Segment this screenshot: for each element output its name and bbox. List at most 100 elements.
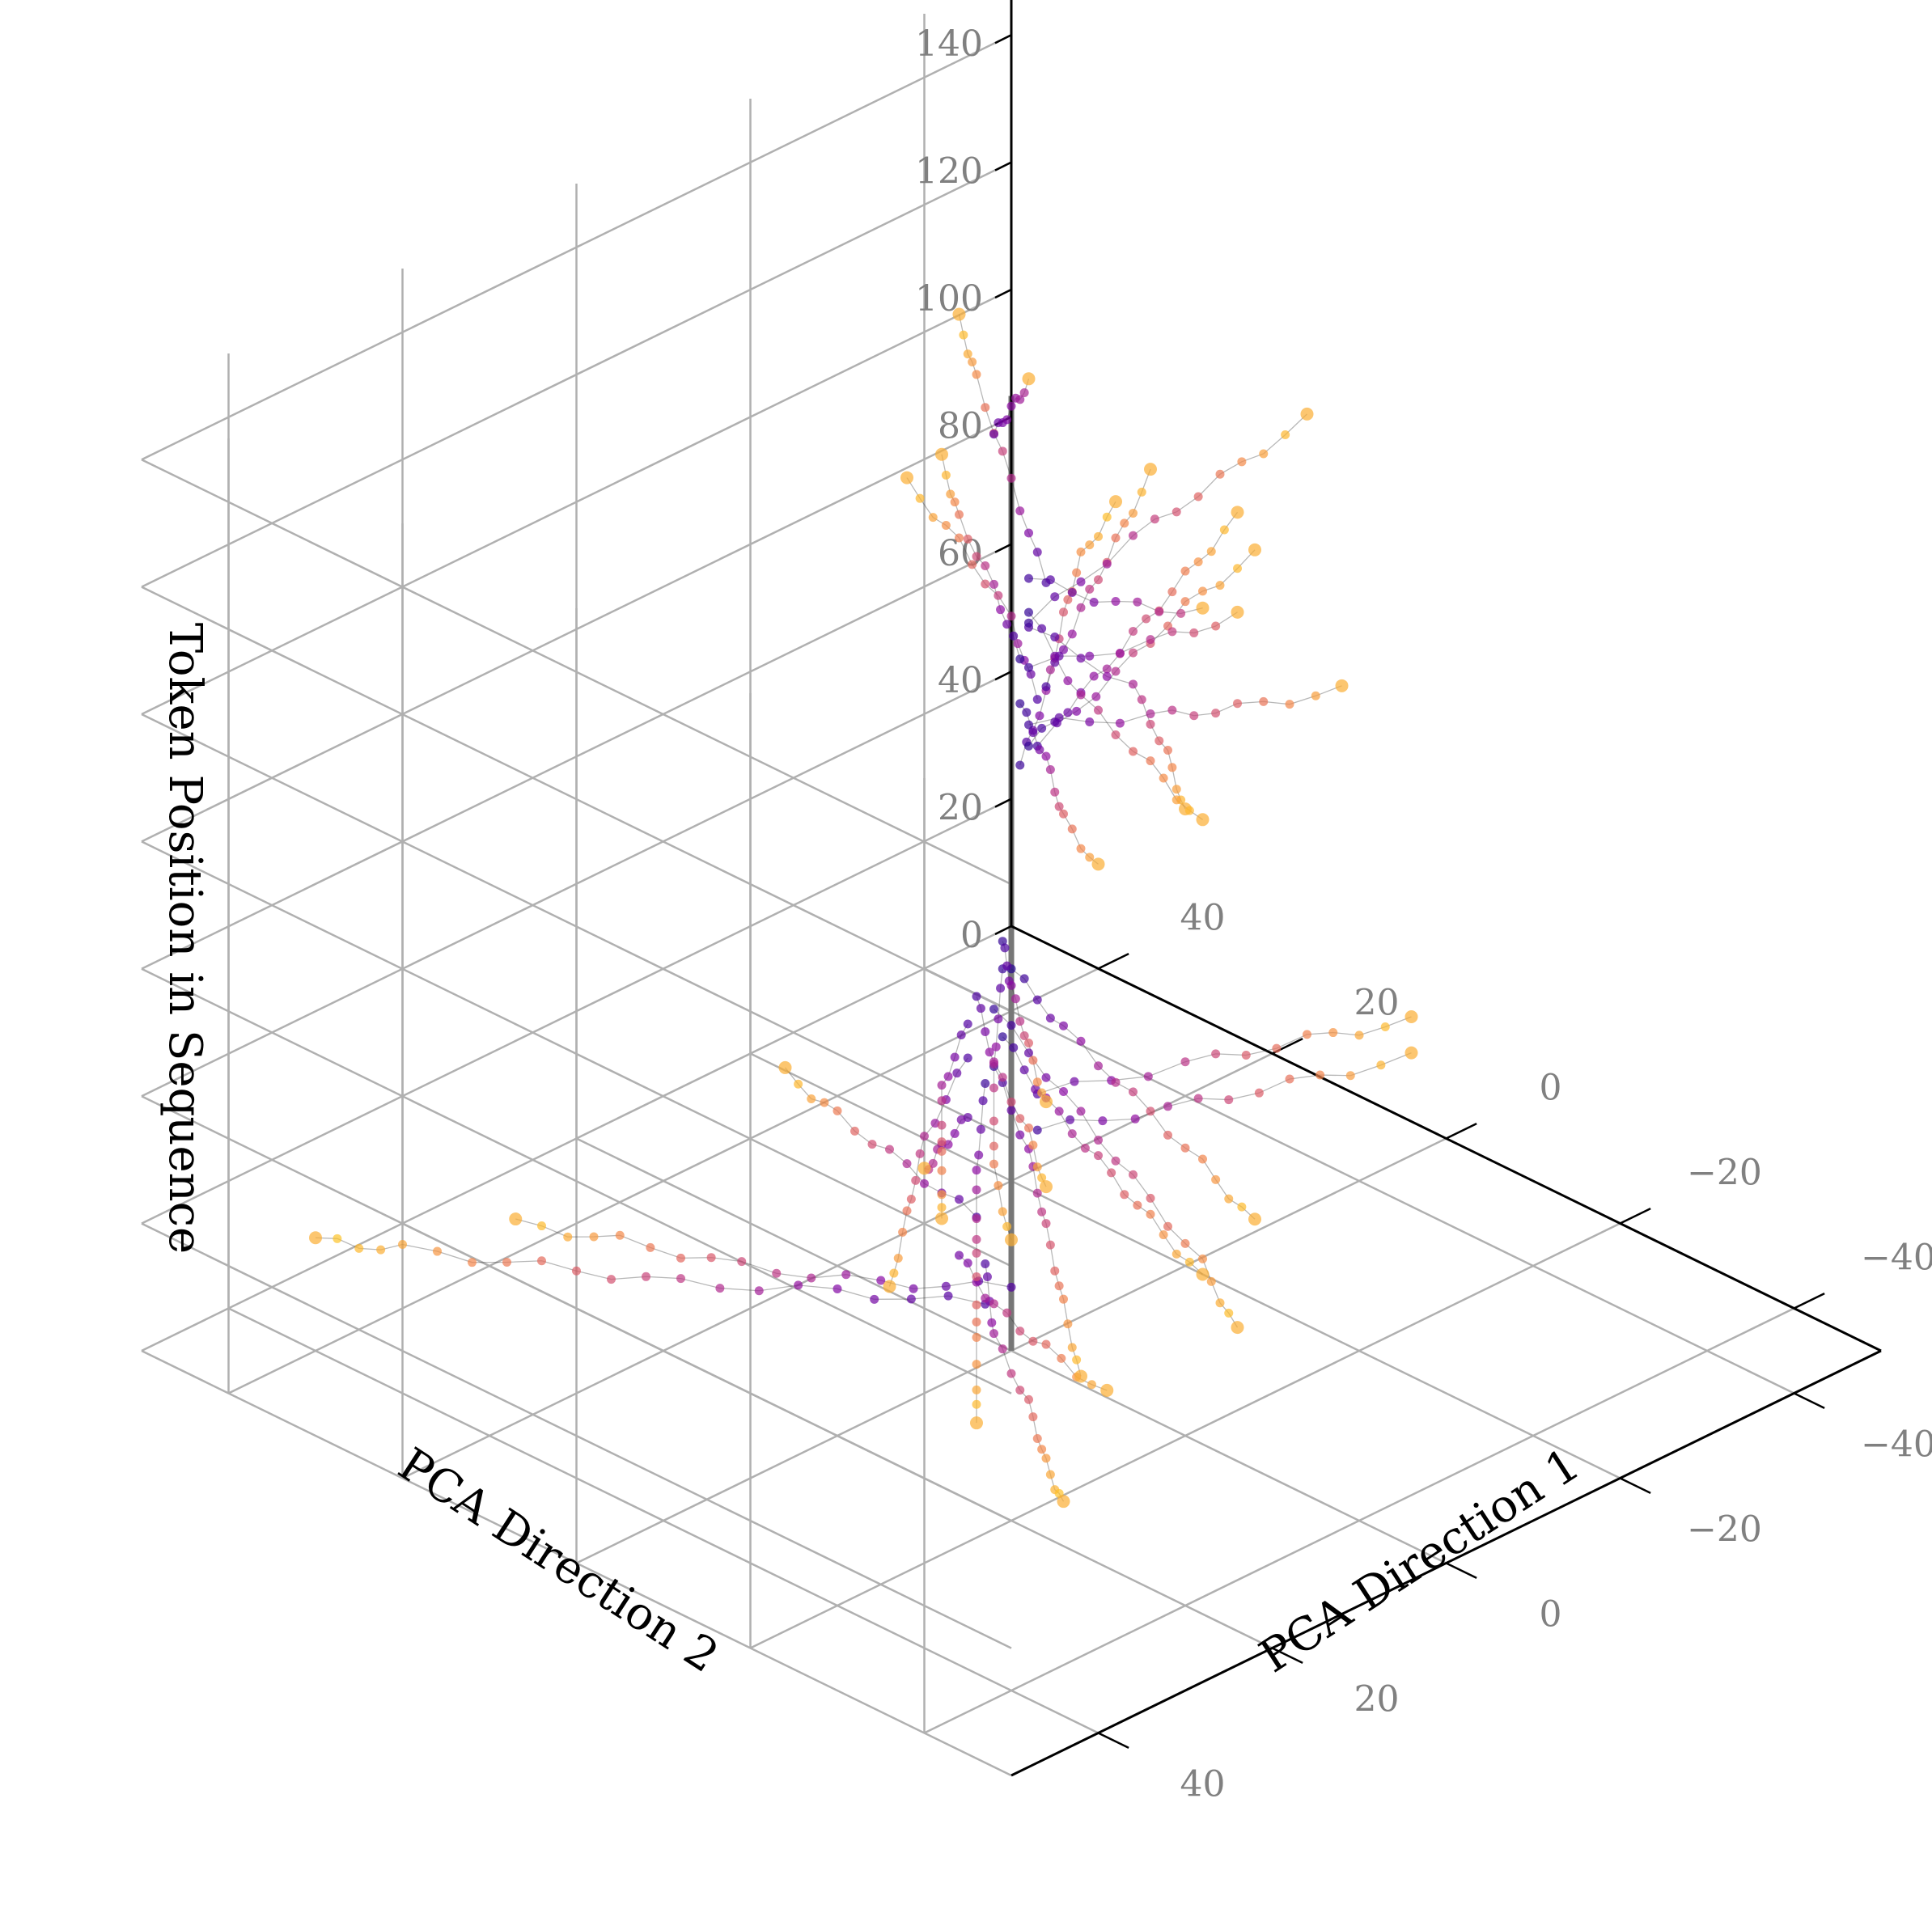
data-point [1072, 1355, 1082, 1365]
wall-gridline [141, 671, 1012, 1098]
data-point [1137, 695, 1146, 705]
trajectory-line [985, 1263, 1065, 1502]
data-point [1233, 564, 1242, 573]
data-point [1120, 518, 1129, 528]
data-point [1006, 1369, 1016, 1378]
data-point [1237, 1202, 1247, 1212]
data-point [737, 1257, 747, 1267]
data-point [976, 1004, 985, 1014]
data-point [1206, 1276, 1216, 1286]
data-point [1015, 1386, 1025, 1395]
data-point [1215, 1298, 1225, 1308]
data-point [333, 1234, 342, 1243]
data-point [1005, 1233, 1018, 1246]
data-point [1006, 1021, 1016, 1030]
data-point [955, 1250, 964, 1260]
data-point [1211, 1174, 1221, 1184]
data-point [1019, 1065, 1029, 1075]
data-point [950, 497, 960, 507]
data-point [1137, 487, 1146, 497]
data-point [1215, 581, 1225, 590]
data-point [1085, 853, 1095, 862]
data-point [1015, 1130, 1025, 1140]
data-point [917, 1162, 931, 1175]
data-point [1002, 620, 1012, 629]
y-tick [1097, 1732, 1129, 1749]
data-point [959, 330, 968, 340]
data-point [935, 1212, 948, 1225]
data-point [1189, 711, 1199, 721]
data-point [972, 1317, 981, 1327]
data-point [989, 1059, 998, 1069]
data-point [1045, 1240, 1055, 1250]
data-point [1111, 596, 1121, 606]
ylabel: PCA Direction 2 [389, 1438, 727, 1683]
data-point [1067, 629, 1077, 639]
data-point [833, 1284, 842, 1293]
data-point [1067, 824, 1077, 834]
data-point [970, 1416, 983, 1430]
data-point [1041, 1073, 1051, 1082]
data-point [468, 1258, 477, 1267]
z-tick [994, 671, 1012, 681]
wall-gridline [141, 1222, 1012, 1649]
data-point [972, 1214, 981, 1224]
data-point [920, 1132, 929, 1141]
data-point [1171, 785, 1181, 794]
data-point [1002, 961, 1012, 971]
data-point [1050, 787, 1060, 797]
data-point [1272, 1043, 1282, 1053]
data-point [1024, 1039, 1033, 1048]
data-point [1248, 543, 1261, 556]
data-point [1129, 1087, 1138, 1097]
wall-gridline [141, 459, 1012, 886]
data-point [642, 1272, 650, 1281]
data-point [1024, 573, 1033, 583]
data-point [1259, 696, 1269, 706]
data-point [981, 561, 990, 571]
z-tick-label: 100 [915, 278, 983, 320]
data-point [1015, 760, 1025, 770]
data-point [1094, 1151, 1103, 1161]
data-point [963, 1019, 972, 1029]
data-point [607, 1275, 616, 1284]
data-point [1037, 624, 1047, 633]
data-point [1059, 645, 1068, 654]
data-point [1180, 597, 1190, 607]
data-point [972, 992, 981, 1001]
data-point [981, 1027, 990, 1037]
data-point [1316, 1070, 1325, 1080]
data-point [937, 1081, 947, 1090]
data-point [1015, 1017, 1025, 1026]
data-point [972, 1385, 981, 1394]
data-point [1107, 1168, 1116, 1178]
data-point [989, 1299, 998, 1309]
data-point [1063, 676, 1073, 686]
data-point [976, 1124, 985, 1134]
data-point [1028, 1412, 1038, 1422]
wall-gridline [141, 416, 1012, 843]
data-point [989, 1083, 998, 1093]
data-point [715, 1284, 725, 1293]
data-point [1142, 614, 1151, 624]
data-point [972, 1399, 981, 1409]
data-point [955, 1195, 964, 1204]
data-point [956, 1030, 966, 1039]
data-point [989, 1141, 998, 1151]
data-point [1040, 1095, 1053, 1109]
data-point [1076, 690, 1086, 700]
data-point [1211, 1049, 1221, 1059]
data-point [1405, 1010, 1418, 1024]
data-point [1094, 705, 1103, 715]
data-point [1100, 1383, 1114, 1397]
data-point [354, 1243, 364, 1253]
z-tick-label: 20 [938, 788, 983, 829]
data-point [998, 1032, 1007, 1042]
data-point [943, 1291, 953, 1301]
data-point [972, 552, 981, 561]
data-point [1032, 548, 1042, 557]
data-point [937, 1146, 947, 1156]
data-point [1059, 1294, 1068, 1304]
data-point [509, 1212, 523, 1226]
